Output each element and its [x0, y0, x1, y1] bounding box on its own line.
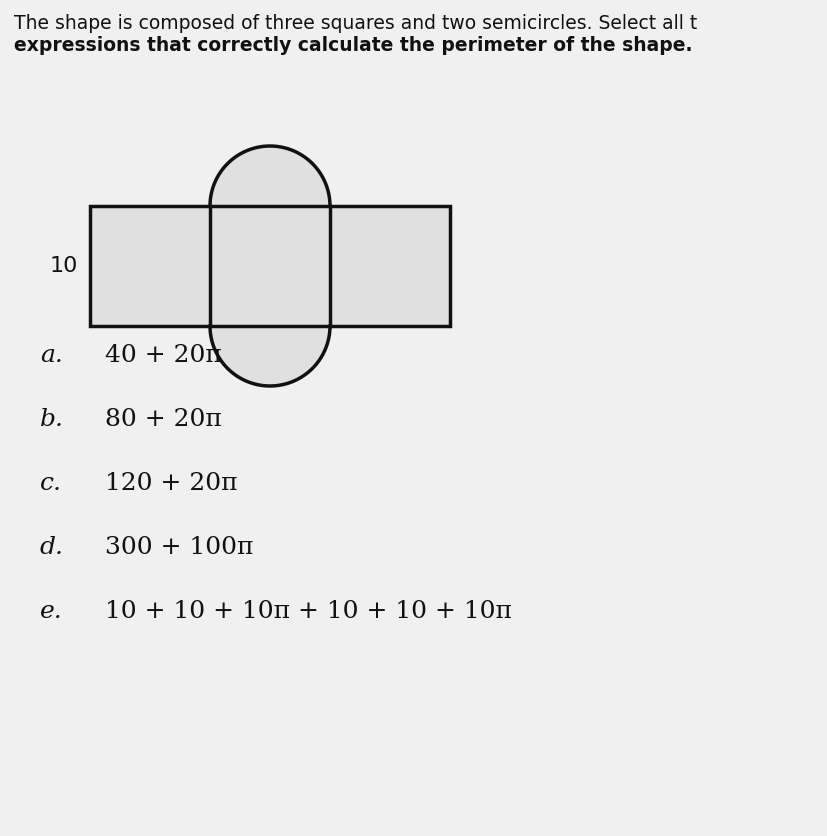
Text: 10: 10: [50, 256, 78, 276]
Text: d.: d.: [40, 537, 64, 559]
Text: 80 + 20π: 80 + 20π: [105, 409, 222, 431]
Polygon shape: [210, 326, 330, 386]
Text: 300 + 100π: 300 + 100π: [105, 537, 253, 559]
Text: The shape is composed of three squares and two semicircles. Select all t: The shape is composed of three squares a…: [14, 14, 696, 33]
Text: 10 + 10 + 10π + 10 + 10 + 10π: 10 + 10 + 10π + 10 + 10 + 10π: [105, 600, 511, 624]
Text: 120 + 20π: 120 + 20π: [105, 472, 237, 496]
Text: a.: a.: [40, 344, 63, 368]
Bar: [90, 206, 449, 326]
Text: b.: b.: [40, 409, 64, 431]
Text: e.: e.: [40, 600, 63, 624]
Polygon shape: [210, 146, 330, 206]
Text: 40 + 20π: 40 + 20π: [105, 344, 222, 368]
Text: c.: c.: [40, 472, 62, 496]
Text: expressions that correctly calculate the perimeter of the shape.: expressions that correctly calculate the…: [14, 36, 691, 55]
